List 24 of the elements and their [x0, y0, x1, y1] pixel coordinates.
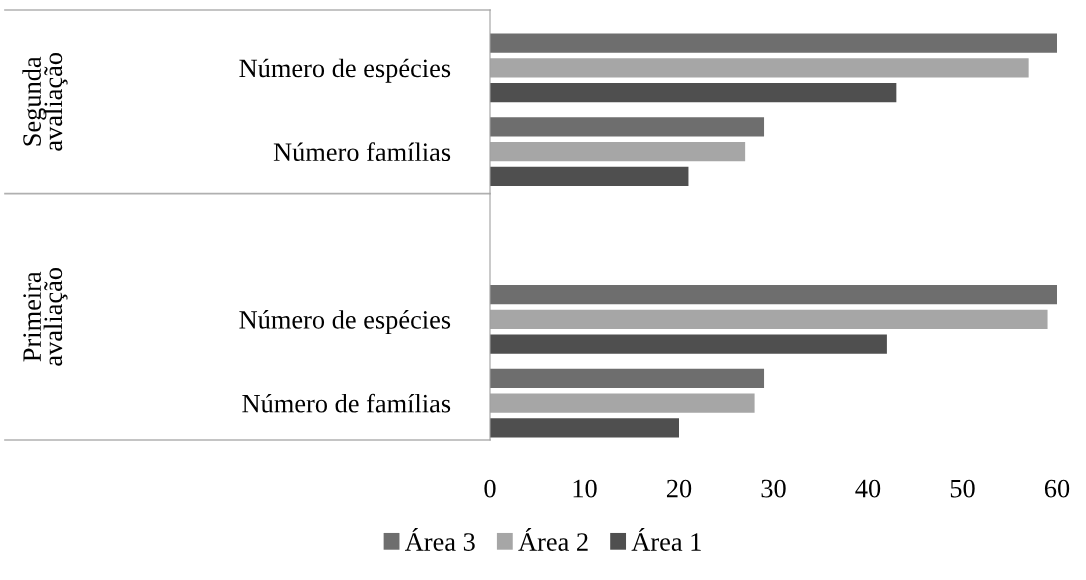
bar: [490, 368, 765, 389]
bar: [490, 334, 887, 354]
y-tick-label: Número de espécies: [239, 58, 451, 83]
legend-label: Área 3: [405, 528, 475, 551]
text: Primeira avaliação: [23, 267, 68, 366]
text: Segunda avaliação: [22, 52, 68, 151]
x-tick-label: 60: [1044, 479, 1070, 498]
x-tick-label: 40: [855, 479, 881, 498]
x-tick-label: 20: [666, 479, 692, 498]
legend-label: Área 1: [631, 528, 701, 551]
bar: [490, 117, 765, 137]
bar: [490, 284, 1057, 305]
x-tick-label: 0: [484, 479, 496, 498]
y-tick-label: Número de espécies: [239, 310, 451, 335]
bar: [490, 166, 689, 187]
y-tick-label: Número de famílias: [242, 393, 451, 413]
x-tick-label: 10: [573, 479, 597, 498]
x-tick-label: 30: [761, 479, 786, 498]
bar: [490, 82, 897, 103]
bar: [490, 33, 1057, 53]
x-tick-label: 50: [950, 479, 975, 498]
y-tick-label: Número famílias: [273, 142, 451, 162]
bar: [490, 418, 679, 438]
legend-label: Área 2: [518, 528, 588, 551]
